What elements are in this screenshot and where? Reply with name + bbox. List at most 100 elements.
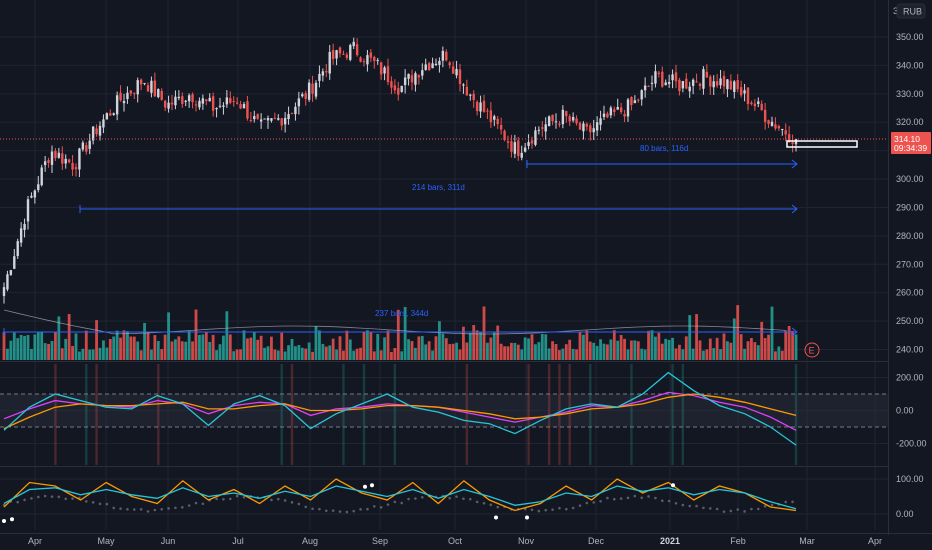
candle-body	[698, 83, 702, 86]
oscillator-2-marker	[671, 483, 675, 488]
volume-bar	[273, 349, 277, 360]
volume-bar	[486, 342, 489, 360]
volume-bar	[592, 342, 596, 360]
oscillator-2-dot	[16, 500, 20, 504]
earnings-marker-label: E	[809, 346, 815, 356]
volume-bar	[571, 348, 575, 360]
candle-body	[352, 41, 355, 47]
volume-bar	[671, 337, 674, 360]
volume-bar	[472, 325, 476, 360]
volume-bar	[102, 340, 105, 360]
candle-body	[691, 79, 695, 86]
oscillator-2-tick-label: 0.00	[896, 509, 914, 519]
oscillator-1-signal-bar	[342, 364, 345, 465]
volume-bar	[60, 348, 64, 360]
candle-body	[722, 75, 726, 87]
price-pane[interactable]	[0, 37, 888, 360]
candle-body	[537, 129, 541, 131]
volume-bar	[242, 330, 246, 360]
volume-bar	[372, 351, 376, 360]
candle-body	[715, 81, 719, 86]
last-price-value: 314.10	[894, 134, 920, 144]
volume-bar	[633, 340, 637, 360]
volume-bar	[482, 306, 486, 360]
candle-body	[499, 124, 503, 130]
candle-body	[469, 94, 472, 96]
candle-body	[486, 110, 489, 112]
volume-bar	[626, 349, 630, 360]
candle-body	[630, 97, 633, 105]
candle-body	[554, 121, 558, 123]
volume-bar	[290, 338, 294, 360]
candle-body	[122, 101, 126, 104]
candle-body	[733, 81, 736, 92]
candle-body	[427, 63, 431, 70]
candle-body	[448, 62, 451, 66]
oscillator-2-dot	[708, 507, 712, 510]
volume-bar	[390, 351, 393, 360]
candle-body	[139, 79, 143, 85]
currency-badge[interactable]: RUB	[896, 3, 926, 19]
volume-bar	[335, 349, 338, 360]
oscillator-2-dot	[537, 509, 541, 513]
volume-bar	[201, 334, 205, 360]
volume-bar	[729, 342, 733, 360]
earnings-marker[interactable]: E	[804, 342, 820, 358]
oscillator-2-dot	[530, 508, 534, 512]
time-axis-label: Apr	[28, 536, 42, 546]
candle-body	[43, 161, 47, 166]
oscillator-2-dot	[324, 509, 328, 513]
volume-bar	[712, 348, 716, 360]
candle-body	[266, 117, 270, 121]
candle-body	[297, 98, 301, 107]
oscillator-2-dot	[235, 494, 239, 498]
oscillator-2-dot	[366, 507, 369, 511]
oscillator-2-dot	[228, 497, 232, 501]
volume-bar	[300, 347, 304, 360]
selection-rect[interactable]	[786, 140, 858, 148]
oscillator-2-dot	[647, 495, 650, 498]
volume-bar	[342, 350, 345, 360]
oscillator-2-pane[interactable]	[2, 478, 797, 523]
candle-body	[249, 120, 253, 122]
candle-body	[458, 69, 462, 84]
candle-body	[667, 82, 671, 84]
candle-body	[397, 88, 400, 95]
candle-body	[585, 123, 589, 127]
oscillator-2-marker	[370, 483, 374, 488]
candle-body	[256, 114, 259, 119]
volume-bar	[307, 342, 311, 360]
oscillator-2-dot	[619, 497, 623, 500]
candle-body	[19, 228, 23, 243]
time-axis-label: Sep	[372, 536, 388, 546]
candle-body	[787, 134, 791, 143]
candle-body	[235, 102, 239, 104]
volume-bar	[506, 346, 510, 360]
candle-body	[194, 104, 198, 106]
oscillator-2-marker	[363, 484, 367, 489]
volume-bar	[410, 341, 414, 360]
volume-bar	[630, 340, 633, 360]
oscillator-2-dot	[160, 507, 164, 511]
candle-body	[541, 127, 544, 129]
volume-bar	[780, 350, 784, 360]
time-axis-label: Mar	[799, 536, 815, 546]
candle-body	[301, 94, 304, 97]
oscillator-1-pane[interactable]	[0, 364, 888, 465]
oscillator-2-dot	[352, 509, 356, 513]
candle-body	[37, 184, 40, 191]
candle-body	[774, 124, 777, 129]
volume-bar	[81, 348, 85, 360]
candle-body	[712, 81, 715, 88]
oscillator-2-dot	[585, 501, 589, 505]
candle-body	[650, 82, 654, 84]
candle-body	[613, 109, 616, 112]
volume-bar	[650, 330, 654, 360]
volume-bar	[448, 344, 452, 360]
volume-bar	[746, 341, 750, 360]
oscillator-2-dot	[331, 509, 335, 512]
volume-bar	[791, 330, 794, 360]
volume-bar	[688, 315, 692, 360]
candle-body	[493, 116, 496, 120]
candle-body	[558, 123, 561, 125]
